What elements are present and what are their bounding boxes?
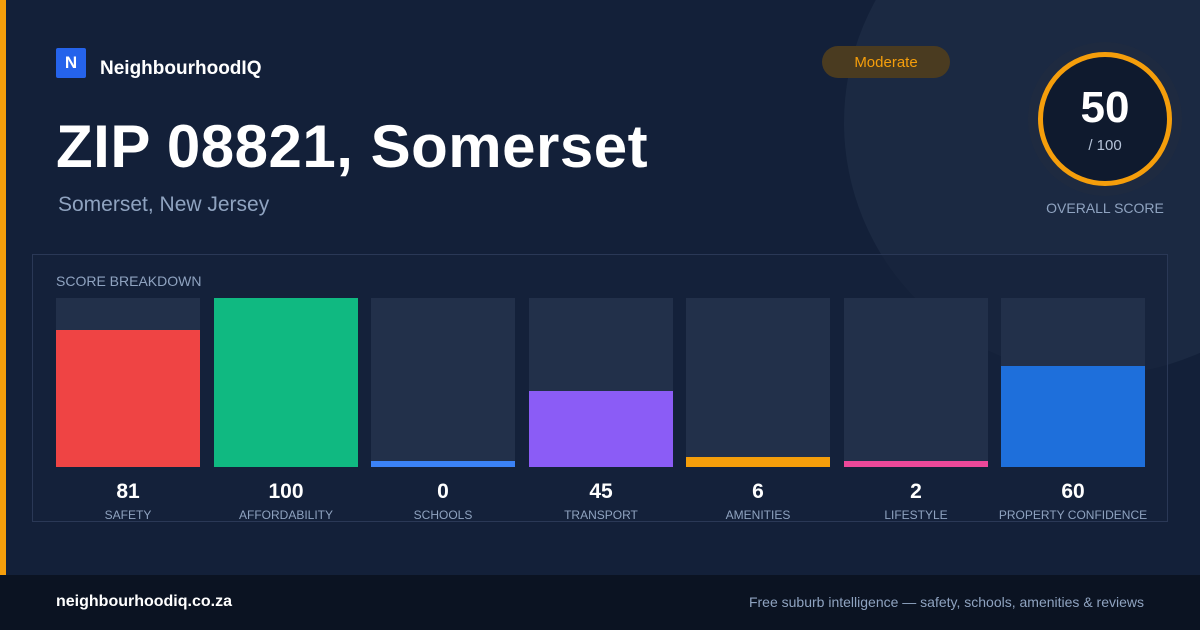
logo-icon: N [56, 48, 86, 78]
score-bar-affordability: 100 AFFORDABILITY [214, 298, 358, 522]
bar-fill [529, 391, 673, 467]
rating-badge: Moderate [822, 46, 950, 78]
score-bar-property-confidence: 60 PROPERTY CONFIDENCE [999, 298, 1147, 522]
bar-value: 60 [1061, 480, 1085, 503]
bar-label: AFFORDABILITY [238, 508, 333, 522]
score-bar-safety: 81 SAFETY [56, 298, 200, 522]
bar-track [686, 298, 830, 467]
overall-score-value: 50 [1080, 83, 1130, 132]
bar-track [1001, 298, 1145, 467]
score-bar-lifestyle: 2 LIFESTYLE [844, 298, 988, 522]
bar-label: LIFESTYLE [884, 508, 948, 522]
score-bar-amenities: 6 AMENITIES [686, 298, 830, 522]
bar-label: SAFETY [104, 508, 152, 522]
bar-fill [686, 457, 830, 467]
overall-score-max: / 100 [1088, 137, 1122, 154]
bar-track [214, 298, 358, 467]
brand-name: NeighbourhoodIQ [100, 58, 262, 79]
footer: neighbourhoodiq.co.za Free suburb intell… [0, 575, 1200, 630]
bar-track [844, 298, 988, 467]
bar-fill [1001, 366, 1145, 467]
bar-label: TRANSPORT [564, 508, 638, 522]
score-breakdown-title: SCORE BREAKDOWN [56, 273, 202, 289]
bar-value: 100 [268, 480, 304, 503]
bar-value: 0 [437, 480, 449, 503]
bar-value: 45 [589, 480, 613, 503]
bar-fill [371, 461, 515, 467]
score-breakdown-panel: SCORE BREAKDOWN 81 SAFETY 100 AFFORDABILITY… [32, 254, 1168, 522]
bar-track [56, 298, 200, 467]
bar-track [371, 298, 515, 467]
bar-label: SCHOOLS [413, 508, 473, 522]
bar-fill [844, 461, 988, 467]
footer-domain-link[interactable]: neighbourhoodiq.co.za [56, 593, 232, 610]
bar-label: PROPERTY CONFIDENCE [998, 508, 1148, 522]
page-title: ZIP 08821, Somerset [56, 113, 649, 180]
bar-value: 6 [752, 480, 764, 503]
accent-strip [0, 0, 6, 575]
page-subtitle: Somerset, New Jersey [58, 193, 270, 216]
brand[interactable]: N NeighbourhoodIQ [56, 46, 261, 80]
bar-value: 81 [116, 480, 140, 503]
overall-score-caption: OVERALL SCORE [1046, 200, 1164, 216]
score-bar-transport: 45 TRANSPORT [529, 298, 673, 522]
bar-track [529, 298, 673, 467]
bar-fill [56, 330, 200, 467]
bar-label: AMENITIES [725, 508, 791, 522]
score-bar-schools: 0 SCHOOLS [371, 298, 515, 522]
bar-fill [214, 298, 358, 467]
overall-score-ring: 50 / 100 [1038, 52, 1172, 186]
bar-value: 2 [910, 480, 922, 503]
share-card: N NeighbourhoodIQ ZIP 08821, Somerset So… [0, 0, 1200, 575]
footer-tagline: Free suburb intelligence — safety, schoo… [748, 594, 1144, 610]
